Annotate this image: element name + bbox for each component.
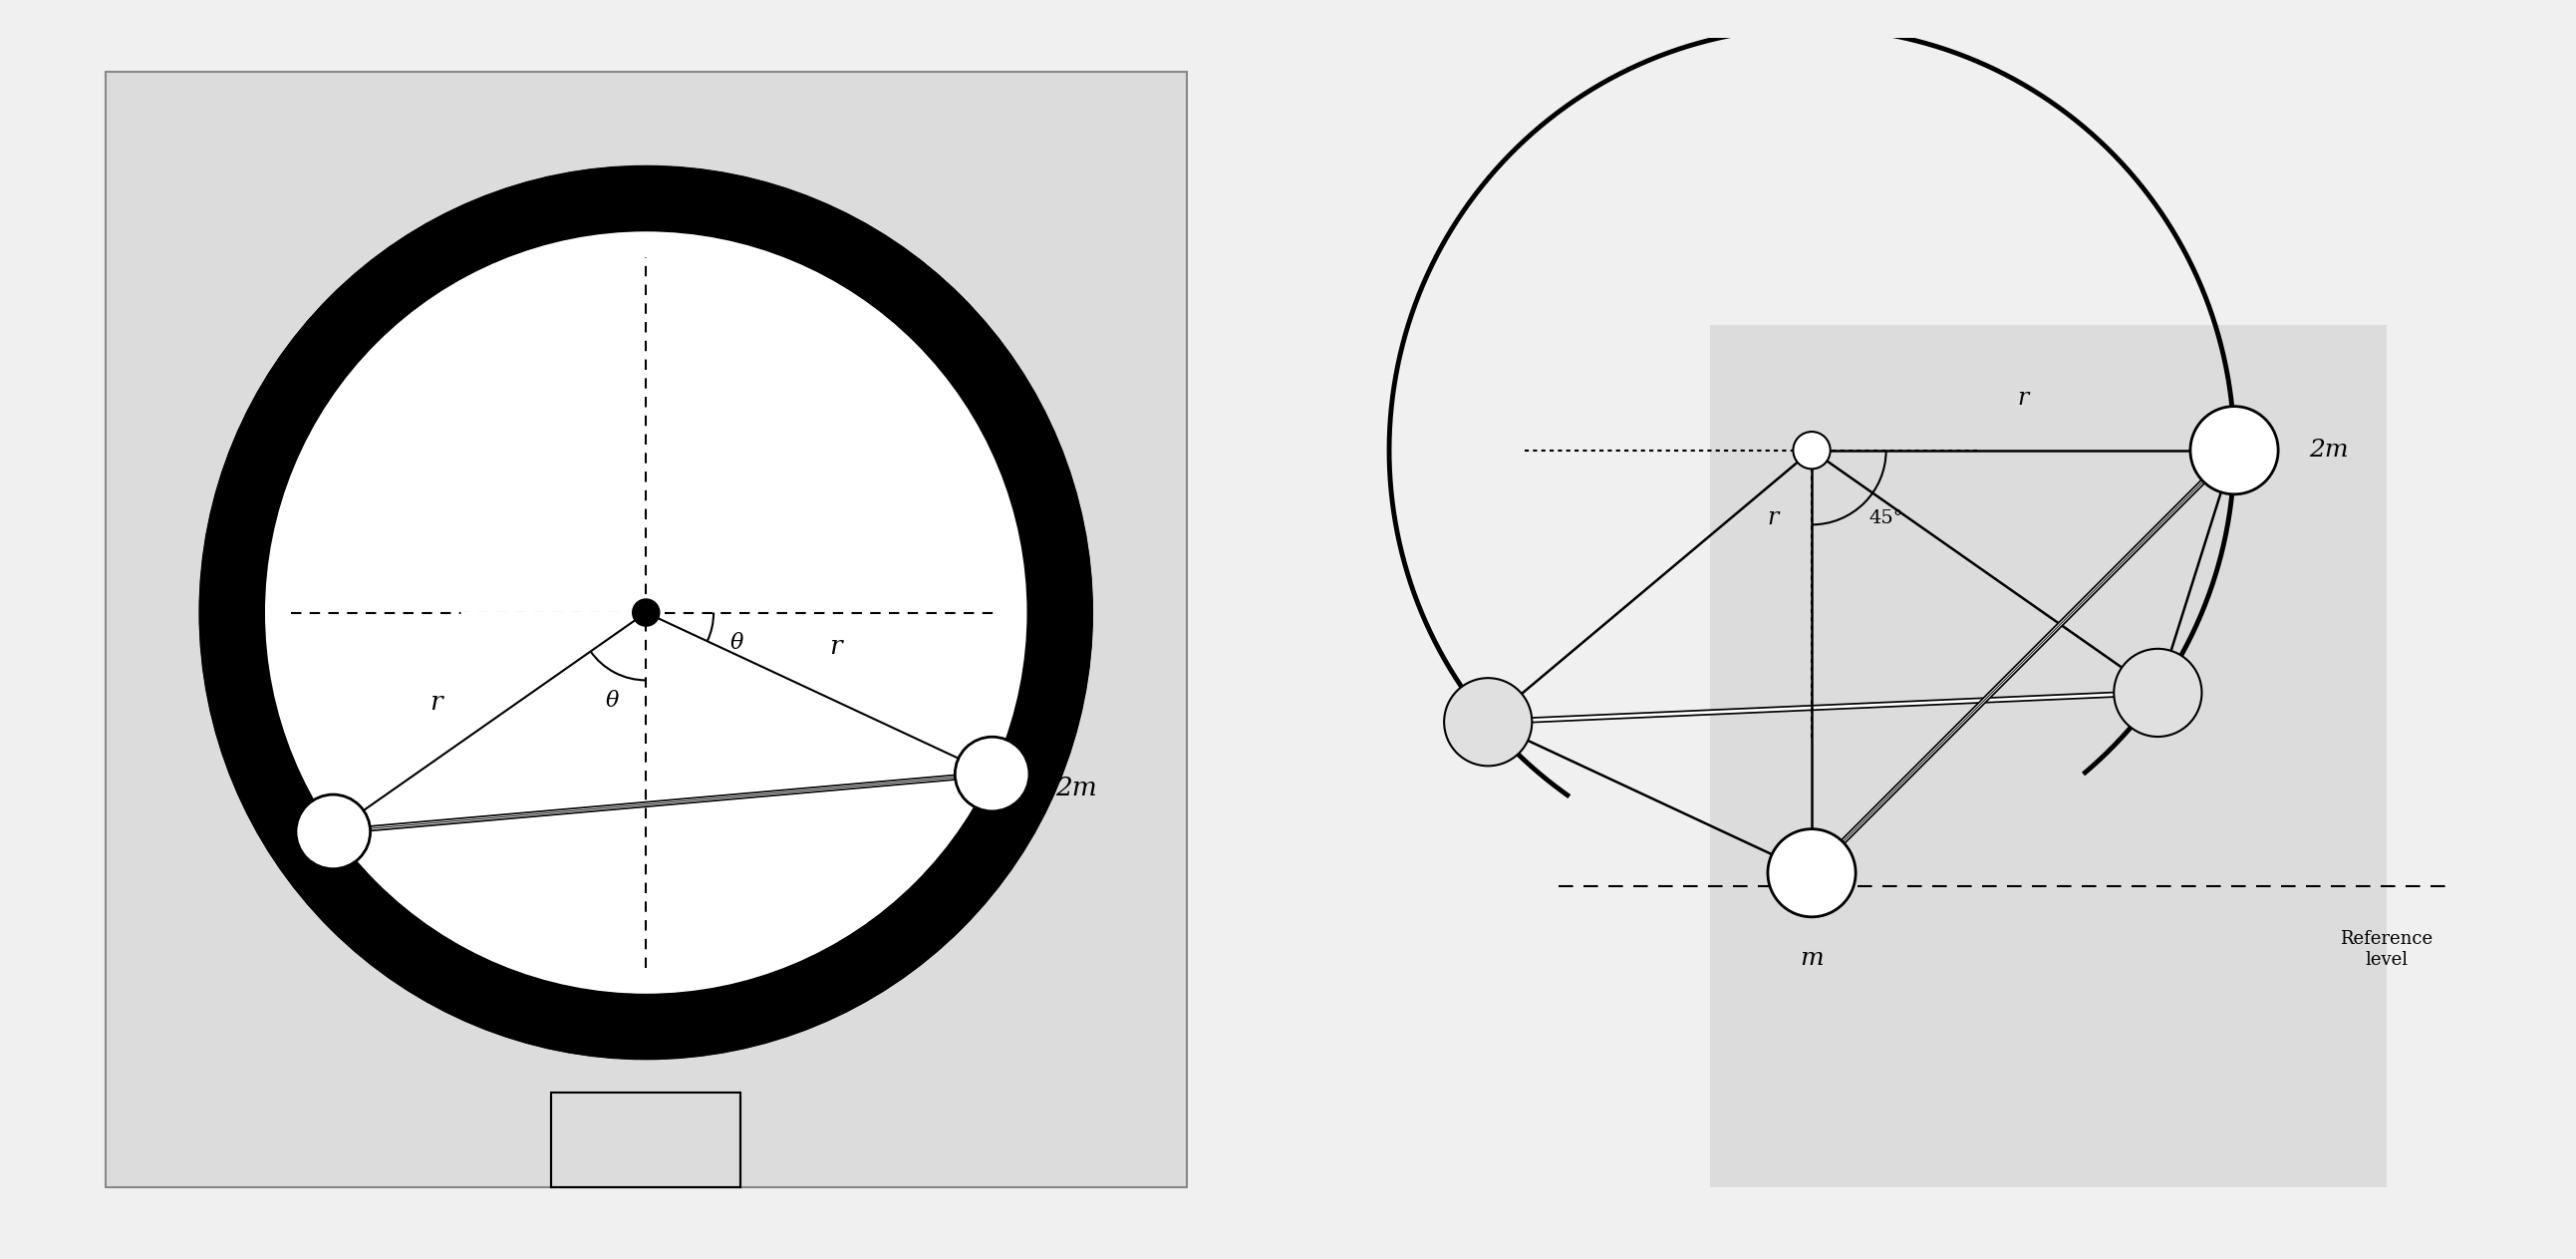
Circle shape [296,794,371,869]
Text: θ: θ [732,632,744,653]
Text: r: r [2017,387,2027,409]
Text: r: r [1767,506,1777,529]
Text: r: r [829,633,842,658]
Bar [551,1093,742,1187]
FancyBboxPatch shape [1710,325,2385,1187]
Text: θ: θ [605,690,618,711]
Circle shape [263,230,1028,995]
Text: 45°: 45° [1870,509,1904,526]
Circle shape [2190,407,2277,495]
Circle shape [201,166,1092,1059]
Circle shape [634,599,659,626]
FancyBboxPatch shape [106,72,1188,1187]
Text: m: m [307,886,332,912]
Circle shape [956,737,1030,811]
Circle shape [1445,679,1533,765]
Text: m: m [1801,947,1824,971]
Text: 2m: 2m [1056,776,1097,799]
Text: r: r [430,690,440,714]
Circle shape [1793,432,1832,468]
Text: 2m: 2m [2308,439,2349,462]
Circle shape [1767,828,1855,917]
Circle shape [2115,648,2202,737]
Text: Reference
level: Reference level [2339,930,2432,969]
